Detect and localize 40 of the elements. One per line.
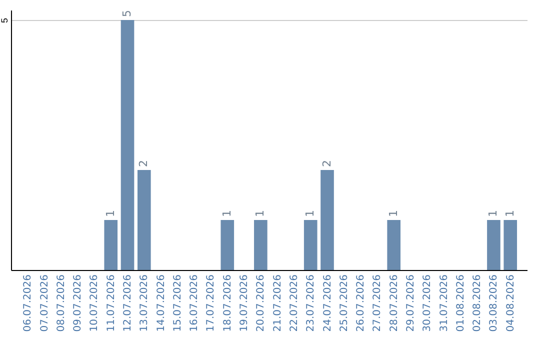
x-tick-label: 11.07.2026 — [106, 274, 117, 332]
x-tick-label: 07.07.2026 — [39, 274, 50, 332]
x-tick-label: 01.08.2026 — [455, 274, 466, 332]
x-tick-label: 27.07.2026 — [372, 274, 384, 332]
x-tick-label: 02.08.2026 — [472, 274, 484, 332]
x-tick-label: 22.07.2026 — [288, 274, 300, 332]
x-tick-label: 19.07.2026 — [239, 274, 250, 332]
x-tick-label: 21.07.2026 — [272, 274, 284, 332]
x-tick-label: 23.07.2026 — [306, 274, 317, 332]
x-tick-label: 04.08.2026 — [505, 274, 516, 332]
x-tick-label: 18.07.2026 — [222, 274, 234, 332]
data-label: 1 — [254, 210, 267, 217]
data-label: 2 — [137, 160, 150, 167]
x-tick-label: 31.07.2026 — [438, 274, 450, 332]
data-label: 1 — [386, 210, 400, 217]
x-tick-label: 08.07.2026 — [56, 274, 67, 332]
x-tick-label: 29.07.2026 — [405, 274, 416, 332]
x-tick-label: 20.07.2026 — [256, 274, 267, 332]
x-tick-label: 26.07.2026 — [356, 274, 367, 332]
x-tick-label: 30.07.2026 — [422, 274, 434, 332]
x-tick-label: 10.07.2026 — [89, 274, 100, 332]
data-label: 1 — [220, 210, 234, 217]
x-tick-label: 15.07.2026 — [172, 274, 184, 332]
x-tick-label: 14.07.2026 — [156, 274, 167, 332]
data-label: 1 — [503, 210, 516, 217]
data-label: 2 — [320, 160, 334, 167]
x-tick-label: 03.08.2026 — [488, 274, 500, 332]
x-tick-label: 28.07.2026 — [388, 274, 400, 332]
x-tick-label: 06.07.2026 — [22, 274, 34, 332]
x-tick-label: 25.07.2026 — [338, 274, 350, 332]
x-tick-label: 24.07.2026 — [322, 274, 334, 332]
data-label: 5 — [120, 10, 134, 17]
x-tick-label: 13.07.2026 — [139, 274, 150, 332]
x-tick-label: 17.07.2026 — [206, 274, 217, 332]
x-tick-label: 16.07.2026 — [189, 274, 200, 332]
data-label: 1 — [304, 210, 317, 217]
x-tick-label: 12.07.2026 — [122, 274, 134, 332]
data-label: 1 — [486, 210, 500, 217]
data-label: 1 — [104, 210, 117, 217]
x-tick-label: 09.07.2026 — [72, 274, 84, 332]
